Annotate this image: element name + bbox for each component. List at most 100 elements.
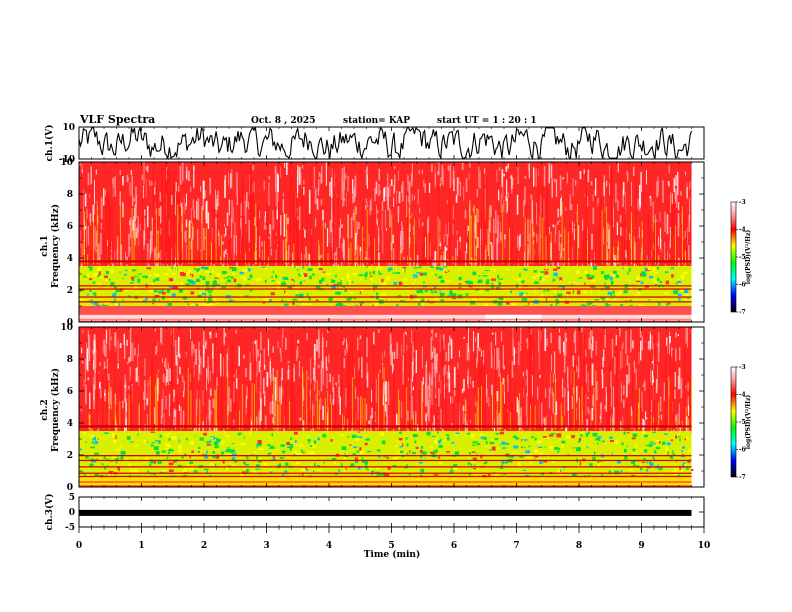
spectrogram-streak	[129, 251, 131, 265]
spectrogram-cell	[420, 475, 423, 479]
spectrogram-streak	[413, 414, 414, 430]
spectrogram-streak	[414, 243, 417, 265]
spectrogram-cell	[443, 235, 445, 244]
spectrogram-cell	[592, 207, 595, 225]
spectrogram-cell	[472, 451, 476, 453]
spectrogram-cell	[282, 281, 285, 284]
spectrogram-cell	[124, 345, 126, 359]
spectrogram-cell	[318, 245, 320, 261]
spectrogram-streak	[148, 373, 150, 430]
spectrogram-cell	[435, 266, 441, 270]
spectrogram-streak	[501, 382, 503, 430]
spectrogram-cell	[652, 267, 656, 271]
spectrogram-cell	[625, 445, 628, 447]
spectrogram-cell	[635, 444, 638, 448]
spectrogram-cell	[165, 376, 167, 386]
spectrogram-cell	[533, 167, 535, 187]
spectrogram-cell	[420, 446, 424, 449]
spectrogram-cell	[359, 302, 364, 304]
spectrogram-streak	[293, 243, 295, 265]
spectrogram-streak	[598, 225, 601, 265]
spectrogram-cell	[524, 186, 526, 206]
spectrogram-cell	[660, 414, 662, 421]
spectrogram-cell	[272, 210, 274, 230]
spectrogram-cell	[389, 333, 392, 355]
spectrogram-cell	[358, 357, 360, 371]
colorbar-tick-label: -5	[739, 419, 746, 426]
spectrogram-cell	[383, 456, 388, 458]
spectrogram-cell	[245, 368, 247, 378]
spectrogram-cell	[559, 219, 561, 223]
spectrogram-cell	[368, 420, 370, 424]
spectrogram-cell	[405, 437, 408, 440]
spectrogram-cell	[92, 204, 94, 222]
spectrogram-cell	[453, 162, 455, 185]
spectrogram-cell	[365, 257, 367, 260]
spectrogram-cell	[129, 182, 131, 196]
ytick-label: 0	[67, 318, 73, 328]
spectrogram-cell	[158, 299, 161, 301]
spectrogram-cell	[147, 165, 149, 173]
spectrogram-cell	[258, 360, 261, 373]
spectrogram-cell	[264, 298, 269, 300]
spectrogram-cell	[627, 374, 629, 385]
spectrogram-cell	[468, 472, 471, 476]
spectrogram-cell	[313, 367, 315, 380]
spectrogram-cell	[475, 246, 477, 257]
spectrogram-cell	[576, 392, 578, 395]
spectrogram-harmonic	[79, 318, 692, 320]
spectrogram-cell	[176, 361, 178, 385]
spectrogram-cell	[271, 401, 274, 414]
spectrogram-cell	[407, 410, 409, 421]
spectrogram-cell	[416, 272, 421, 274]
spectrogram-cell	[168, 469, 174, 473]
spectrogram-cell	[499, 167, 501, 171]
spectrogram-cell	[320, 199, 323, 205]
spectrogram-cell	[475, 258, 477, 268]
spectrogram-cell	[104, 302, 109, 305]
spectrogram-cell	[477, 236, 479, 248]
spectrogram-cell	[495, 332, 496, 350]
spectrogram-cell	[675, 282, 678, 285]
spectrogram-cell	[519, 280, 525, 282]
colorbar-tick-label: -7	[739, 309, 746, 316]
spectrogram-cell	[545, 275, 549, 278]
spectrogram-cell	[231, 453, 237, 456]
spectrogram-cell	[587, 406, 589, 413]
spectrogram-cell	[223, 357, 224, 377]
spectrogram-cell	[543, 459, 548, 463]
spectrogram-cell	[93, 377, 95, 391]
spectrogram-cell	[201, 266, 206, 269]
spectrogram-cell	[552, 460, 555, 464]
spectrogram-cell	[424, 458, 428, 461]
spectrogram-cell	[502, 377, 504, 385]
spectrogram-cell	[534, 437, 537, 441]
spectrogram-cell	[416, 290, 422, 293]
ch1-voltage-label: ch.1(V)	[44, 125, 55, 162]
spectrogram-cell	[264, 391, 266, 406]
spectrogram-cell	[577, 290, 581, 295]
spectrogram-cell	[599, 422, 601, 440]
spectrogram-cell	[202, 180, 205, 199]
spectrogram-cell	[297, 340, 300, 344]
spectrogram-cell	[193, 210, 195, 218]
spectrogram-cell	[360, 450, 364, 454]
spectrogram-cell	[610, 371, 612, 388]
spectrogram-cell	[621, 215, 622, 218]
spectrogram-cell	[657, 343, 659, 347]
spectrogram-streak	[119, 204, 121, 265]
spectrogram-cell	[348, 247, 350, 271]
spectrogram-cell	[274, 377, 277, 401]
spectrogram-cell	[208, 366, 209, 384]
spectrogram-cell	[247, 268, 251, 272]
spectrogram-cell	[500, 232, 502, 243]
spectrogram-cell	[635, 294, 637, 299]
spectrogram-cell	[532, 240, 535, 245]
spectrogram-streak	[624, 210, 626, 265]
spectrogram-cell	[372, 304, 376, 307]
spectrogram-streak	[560, 403, 562, 430]
spectrogram-streak	[508, 250, 511, 265]
spectrogram-cell	[342, 189, 344, 208]
spectrogram-streak	[689, 333, 692, 430]
